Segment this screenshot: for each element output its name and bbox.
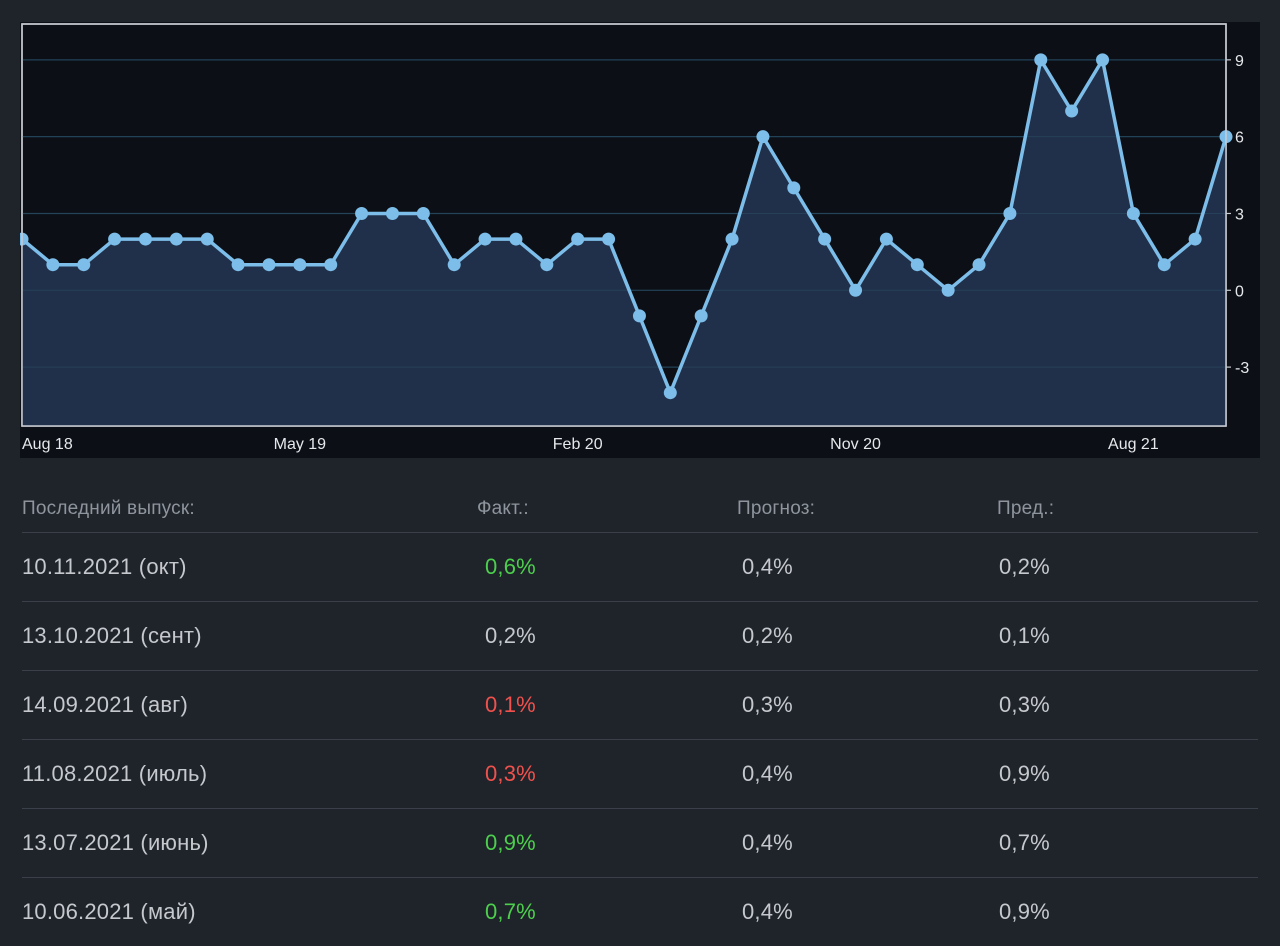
plot-frame-border [21,23,1227,427]
row-forecast: 0,4% [742,899,793,924]
table-row: 10.06.2021 (май) 0,7% 0,4% 0,9% [22,878,1258,946]
data-point [1188,232,1202,246]
line-chart: -3 0 3 6 9 Aug 18 May 19 Feb 20 Nov 20 Aug 21 [20,23,1249,453]
row-prev: 0,9% [999,899,1050,924]
table-row: 14.09.2021 (авг) 0,1% 0,3% 0,3% [22,671,1258,740]
row-forecast: 0,3% [742,692,793,717]
row-date: 10.11.2021 (окт) [22,554,187,579]
data-point [1126,206,1140,220]
data-point [509,232,523,246]
table-row: 13.07.2021 (июнь) 0,9% 0,4% 0,7% [22,809,1258,878]
data-point [324,258,338,272]
row-forecast: 0,4% [742,554,793,579]
y-tick-label: -3 [1235,360,1249,377]
data-point [787,181,801,195]
data-point [1003,206,1017,220]
data-point [725,232,739,246]
row-forecast: 0,4% [742,830,793,855]
data-point [571,232,585,246]
row-fact: 0,2% [485,623,536,648]
data-point [169,232,183,246]
row-forecast: 0,4% [742,761,793,786]
y-tick-label: 6 [1235,130,1244,147]
row-prev: 0,9% [999,761,1050,786]
data-point [416,206,430,220]
data-point [46,258,60,272]
x-tick-label: Aug 21 [1108,436,1159,453]
data-point [1157,258,1171,272]
row-fact: 0,6% [485,554,536,579]
header-fact: Факт.: [477,498,529,519]
table-row: 10.11.2021 (окт) 0,6% 0,4% 0,2% [22,533,1258,602]
releases-table: Последний выпуск: Факт.: Прогноз: Пред.:… [22,488,1258,946]
area-fill [22,59,1226,426]
row-date: 14.09.2021 (авг) [22,692,189,717]
data-point [879,232,893,246]
y-tick-label: 3 [1235,206,1244,223]
header-prev: Пред.: [997,498,1055,519]
row-fact: 0,3% [485,761,536,786]
row-prev: 0,1% [999,623,1050,648]
header-forecast: Прогноз: [737,498,816,519]
data-point [1034,53,1048,67]
row-prev: 0,3% [999,692,1050,717]
data-point [77,258,91,272]
table-row: 13.10.2021 (сент) 0,2% 0,2% 0,1% [22,602,1258,671]
data-point [632,309,646,323]
row-fact: 0,9% [485,830,536,855]
data-point [200,232,214,246]
x-tick-label: Nov 20 [830,436,881,453]
table-row: 11.08.2021 (июль) 0,3% 0,4% 0,9% [22,740,1258,809]
data-point [1065,104,1079,118]
data-point [756,130,770,144]
row-date: 10.06.2021 (май) [22,899,196,924]
data-point [293,258,307,272]
y-tick-label: 9 [1235,53,1244,70]
data-point [540,258,554,272]
row-forecast: 0,2% [742,623,793,648]
data-point [138,232,152,246]
data-point [262,258,276,272]
data-point [108,232,122,246]
data-point [694,309,708,323]
data-point [910,258,924,272]
data-point [663,386,677,400]
row-date: 11.08.2021 (июль) [22,761,208,786]
data-point [602,232,616,246]
x-tick-label: Feb 20 [553,436,603,453]
data-point [818,232,832,246]
row-fact: 0,7% [485,899,536,924]
data-point [972,258,986,272]
row-fact: 0,1% [485,692,536,717]
table-header-row: Последний выпуск: Факт.: Прогноз: Пред.: [22,488,1258,533]
data-point [231,258,245,272]
data-point [478,232,492,246]
y-tick-label: 0 [1235,283,1244,300]
x-tick-label: May 19 [274,436,327,453]
chart-panel: -3 0 3 6 9 Aug 18 May 19 Feb 20 Nov 20 Aug 21 [20,22,1260,458]
row-prev: 0,2% [999,554,1050,579]
row-date: 13.10.2021 (сент) [22,623,202,648]
header-date: Последний выпуск: [22,498,195,519]
data-point [849,283,863,297]
x-tick-label: Aug 18 [22,436,73,453]
data-point [447,258,461,272]
data-point [385,206,399,220]
data-point [941,283,955,297]
row-prev: 0,7% [999,830,1050,855]
series-line [20,58,1228,395]
data-point [1096,53,1110,67]
row-date: 13.07.2021 (июнь) [22,830,209,855]
data-point [355,206,369,220]
